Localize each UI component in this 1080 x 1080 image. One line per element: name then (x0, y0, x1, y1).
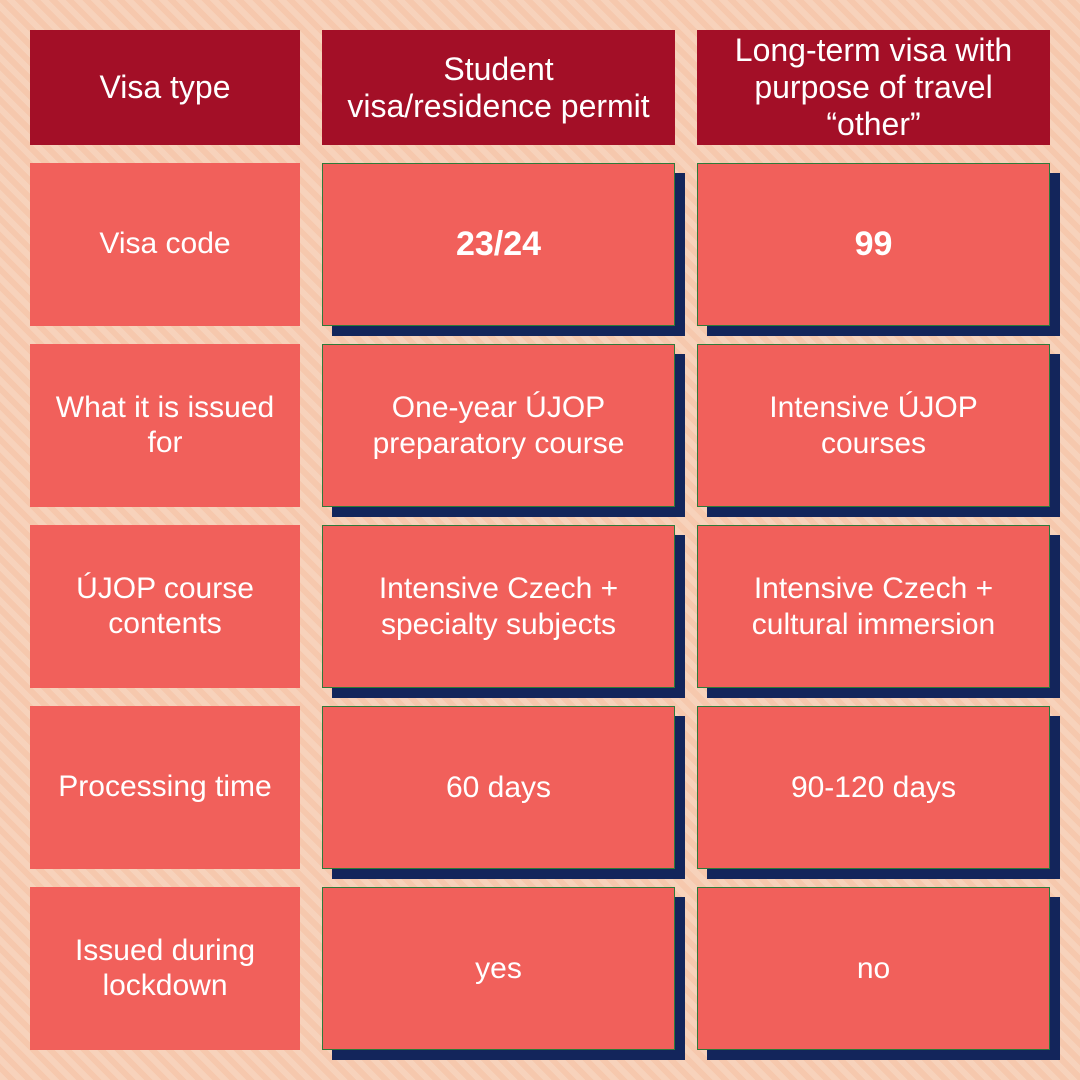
cell-value: Intensive ÚJOP courses (697, 344, 1050, 507)
cell-value: Intensive Czech + cultural immersion (697, 525, 1050, 688)
row-label-issued-for: What it is issued for (30, 344, 300, 507)
row-label-processing-time: Processing time (30, 706, 300, 869)
cell-value: Intensive Czech + specialty subjects (322, 525, 675, 688)
row-label-issued-lockdown: Issued during lockdown (30, 887, 300, 1050)
cell-course-contents-student: Intensive Czech + specialty subjects (322, 525, 675, 688)
page: Visa type Student visa/residence permit … (0, 0, 1080, 1080)
header-student-visa: Student visa/residence permit (322, 30, 675, 145)
cell-issued-lockdown-student: yes (322, 887, 675, 1050)
cell-value: 90-120 days (697, 706, 1050, 869)
cell-issued-for-longterm: Intensive ÚJOP courses (697, 344, 1050, 507)
cell-issued-for-student: One-year ÚJOP preparatory course (322, 344, 675, 507)
cell-value: yes (322, 887, 675, 1050)
header-longterm-visa: Long-term visa with purpose of travel “o… (697, 30, 1050, 145)
cell-course-contents-longterm: Intensive Czech + cultural immersion (697, 525, 1050, 688)
comparison-table: Visa type Student visa/residence permit … (30, 30, 1050, 1050)
row-label-visa-code: Visa code (30, 163, 300, 326)
cell-value: no (697, 887, 1050, 1050)
cell-processing-time-longterm: 90-120 days (697, 706, 1050, 869)
header-visa-type: Visa type (30, 30, 300, 145)
cell-issued-lockdown-longterm: no (697, 887, 1050, 1050)
cell-value: 60 days (322, 706, 675, 869)
row-label-course-contents: ÚJOP course contents (30, 525, 300, 688)
cell-value: One-year ÚJOP preparatory course (322, 344, 675, 507)
cell-visa-code-student: 23/24 (322, 163, 675, 326)
cell-value: 99 (697, 163, 1050, 326)
cell-processing-time-student: 60 days (322, 706, 675, 869)
cell-visa-code-longterm: 99 (697, 163, 1050, 326)
cell-value: 23/24 (322, 163, 675, 326)
